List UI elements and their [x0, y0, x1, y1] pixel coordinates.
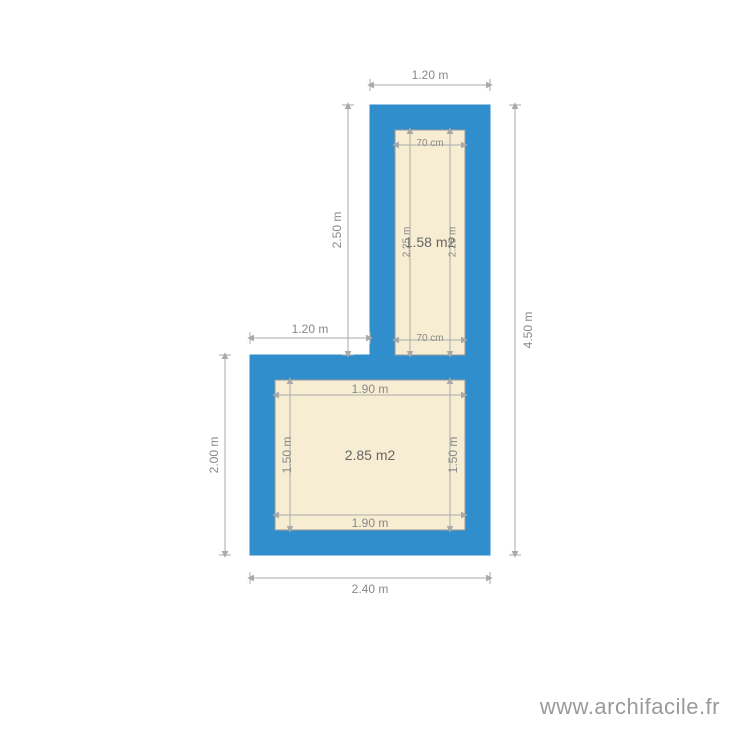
floorplan-svg — [0, 0, 750, 750]
watermark: www.archifacile.fr — [540, 694, 720, 720]
room-area-top: 1.58 m2 — [405, 234, 456, 250]
room-area-bottom: 2.85 m2 — [345, 447, 396, 463]
